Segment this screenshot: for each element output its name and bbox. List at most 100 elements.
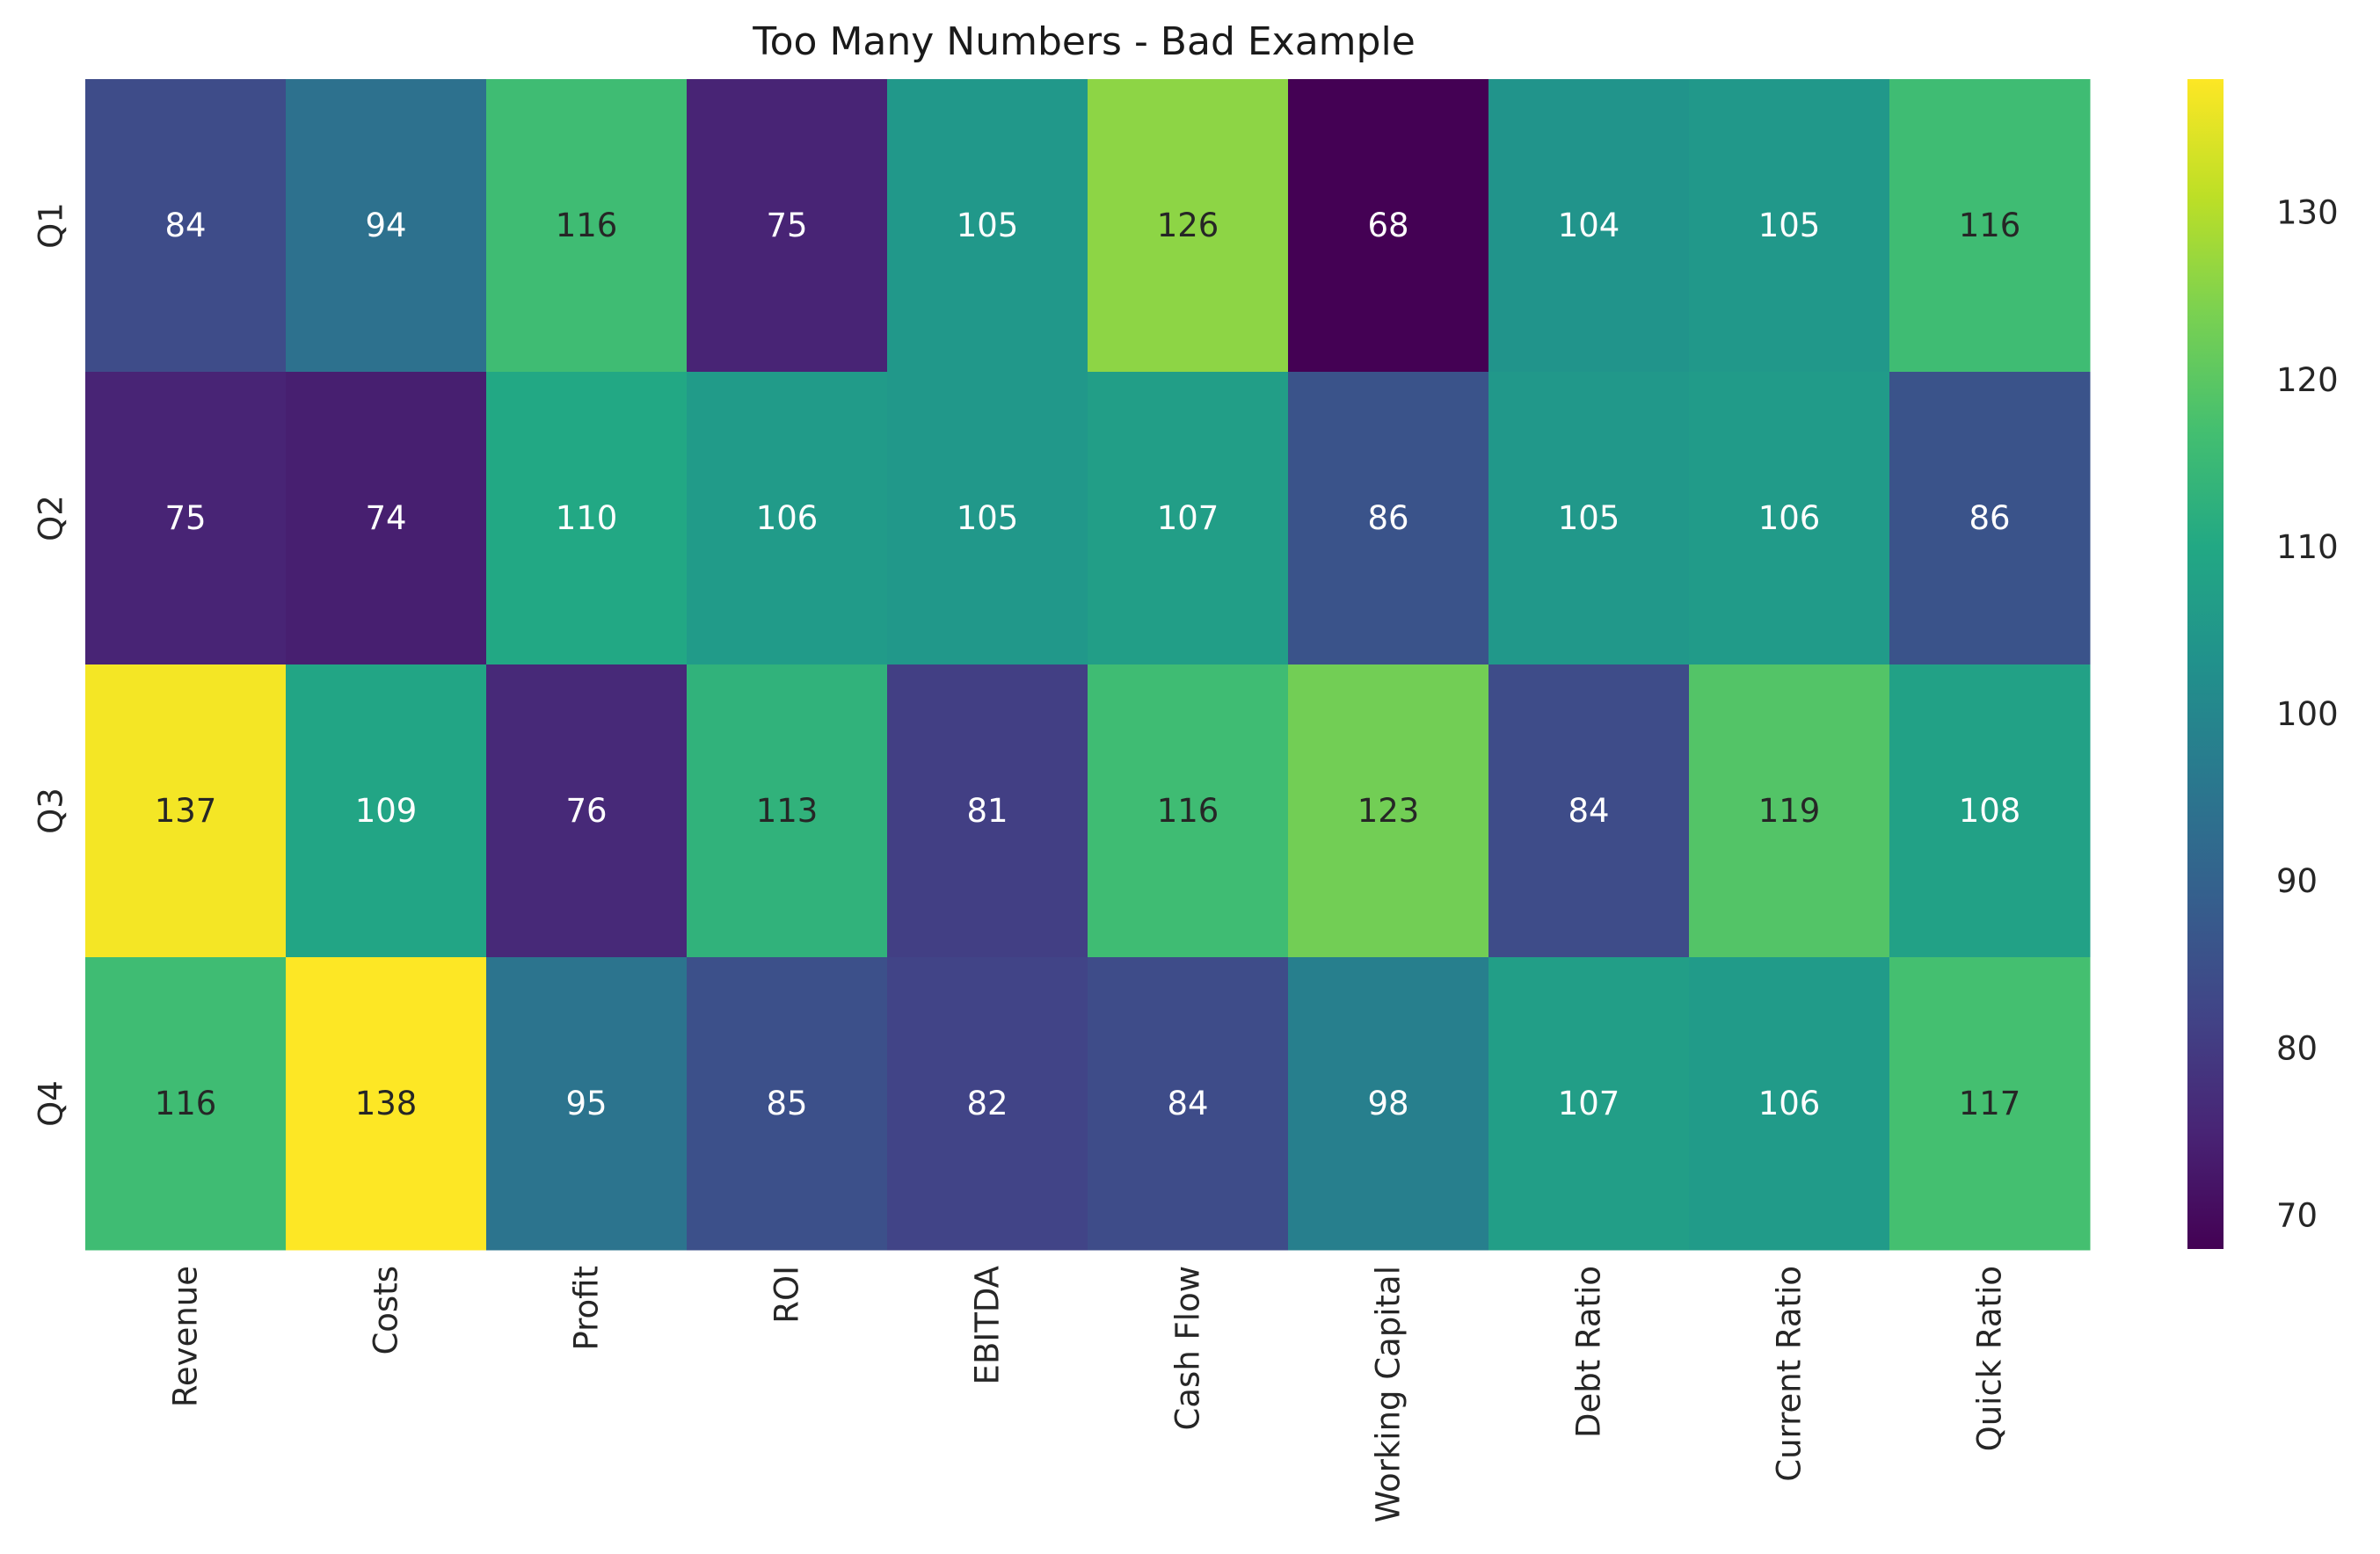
x-tick-label: Quick Ratio — [1971, 1266, 2009, 1451]
cell-value-label: 98 — [1367, 1085, 1408, 1122]
heatmap-cell — [85, 957, 287, 1251]
heatmap-cell — [286, 372, 487, 665]
heatmap-cell — [887, 957, 1088, 1251]
x-axis-tick-labels: Revenue Costs Profit ROI EBITDA Cash Flow Work… — [167, 1266, 2009, 1522]
heatmap-cell — [687, 372, 888, 665]
colorbar-tick-label: 80 — [2276, 1029, 2318, 1067]
cell-value-label: 85 — [766, 1085, 807, 1122]
cell-value-label: 82 — [966, 1085, 1008, 1122]
colorbar-tick-label: 100 — [2276, 695, 2339, 733]
cell-value-label: 106 — [756, 499, 819, 537]
cell-value-label: 108 — [1959, 792, 2021, 830]
y-axis-tick-labels: Q1 Q2 Q3 Q4 — [33, 202, 70, 1127]
heatmap-cells — [85, 79, 2091, 1251]
heatmap-cell — [1689, 664, 1890, 958]
colorbar-tick-label: 130 — [2276, 194, 2339, 232]
cell-value-label: 137 — [155, 792, 217, 830]
colorbar: 70 80 90 100 110 120 130 — [2187, 79, 2339, 1249]
heatmap-cell — [486, 957, 688, 1251]
cell-value-label: 86 — [1969, 499, 2010, 537]
heatmap-cell — [1288, 372, 1489, 665]
y-tick-label: Q3 — [33, 788, 70, 834]
cell-value-label: 105 — [1758, 207, 1821, 244]
cell-value-label: 106 — [1758, 1085, 1821, 1122]
cell-value-label: 105 — [1558, 499, 1620, 537]
cell-value-label: 116 — [155, 1085, 217, 1122]
heatmap-cell — [887, 79, 1088, 373]
cell-value-label: 68 — [1367, 207, 1408, 244]
cell-value-label: 105 — [957, 499, 1019, 537]
cell-value-label: 74 — [365, 499, 406, 537]
heatmap-cell — [486, 664, 688, 958]
y-tick-label: Q1 — [33, 202, 70, 249]
x-tick-label: EBITDA — [969, 1266, 1007, 1384]
cell-value-label: 95 — [565, 1085, 607, 1122]
cell-value-label: 81 — [966, 792, 1008, 830]
heatmap-cell — [85, 79, 287, 373]
heatmap-cell — [1288, 957, 1489, 1251]
cell-value-label: 84 — [1167, 1085, 1208, 1122]
colorbar-tick-label: 90 — [2276, 862, 2318, 900]
x-tick-label: Profit — [568, 1266, 606, 1351]
heatmap-cell — [1889, 664, 2091, 958]
cell-value-label: 113 — [756, 792, 819, 830]
y-tick-label: Q2 — [33, 495, 70, 541]
cell-value-label: 119 — [1758, 792, 1821, 830]
heatmap-cell — [85, 372, 287, 665]
heatmap-cell — [687, 664, 888, 958]
cell-value-label: 104 — [1558, 207, 1620, 244]
heatmap-cell — [286, 957, 487, 1251]
heatmap-cell — [1889, 372, 2091, 665]
heatmap-cell — [1889, 957, 2091, 1251]
heatmap-cell — [1088, 372, 1289, 665]
heatmap-cell — [887, 372, 1088, 665]
cell-value-label: 116 — [1959, 207, 2021, 244]
heatmap-cell — [286, 79, 487, 373]
cell-value-label: 106 — [1758, 499, 1821, 537]
heatmap-cell — [1088, 957, 1289, 1251]
x-tick-label: Cash Flow — [1169, 1266, 1207, 1430]
cell-value-label: 75 — [766, 207, 807, 244]
heatmap-cell — [1689, 372, 1890, 665]
heatmap-cell — [1689, 957, 1890, 1251]
chart-title: Too Many Numbers - Bad Example — [752, 19, 1416, 64]
heatmap-cell — [687, 79, 888, 373]
x-tick-label: ROI — [768, 1266, 806, 1324]
heatmap-cell — [1488, 957, 1690, 1251]
x-tick-label: Debt Ratio — [1570, 1266, 1608, 1438]
heatmap-cell — [85, 664, 287, 958]
heatmap-cell — [1288, 664, 1489, 958]
cell-value-label: 76 — [565, 792, 607, 830]
heatmap-cell — [1088, 664, 1289, 958]
cell-value-label: 117 — [1959, 1085, 2021, 1122]
heatmap-cell — [486, 79, 688, 373]
x-tick-label: Working Capital — [1370, 1266, 1408, 1522]
cell-value-label: 123 — [1357, 792, 1420, 830]
x-tick-label: Current Ratio — [1771, 1266, 1809, 1482]
heatmap-cell — [1088, 79, 1289, 373]
cell-value-label: 109 — [355, 792, 418, 830]
cell-value-label: 75 — [164, 499, 206, 537]
y-tick-label: Q4 — [33, 1080, 70, 1127]
cell-value-label: 84 — [1568, 792, 1609, 830]
cell-value-labels: 84 94 116 75 105 126 68 104 105 116 75 74 110 106 105 1… — [155, 207, 2021, 1122]
heatmap-cell — [1288, 79, 1489, 373]
heatmap-cell — [1689, 79, 1890, 373]
colorbar-tick-label: 110 — [2276, 528, 2339, 566]
x-tick-label: Revenue — [167, 1266, 205, 1407]
cell-value-label: 126 — [1157, 207, 1219, 244]
x-tick-label: Costs — [368, 1266, 405, 1355]
heatmap-cell — [687, 957, 888, 1251]
colorbar-tick-labels: 70 80 90 100 110 120 130 — [2276, 194, 2339, 1235]
cell-value-label: 138 — [355, 1085, 418, 1122]
cell-value-label: 116 — [556, 207, 618, 244]
heatmap-cell — [1488, 79, 1690, 373]
cell-value-label: 94 — [365, 207, 406, 244]
heatmap-cell — [1488, 372, 1690, 665]
heatmap-cell — [887, 664, 1088, 958]
heatmap-cell — [1488, 664, 1690, 958]
colorbar-tick-label: 70 — [2276, 1196, 2318, 1234]
heatmap-cell — [286, 664, 487, 958]
cell-value-label: 105 — [957, 207, 1019, 244]
